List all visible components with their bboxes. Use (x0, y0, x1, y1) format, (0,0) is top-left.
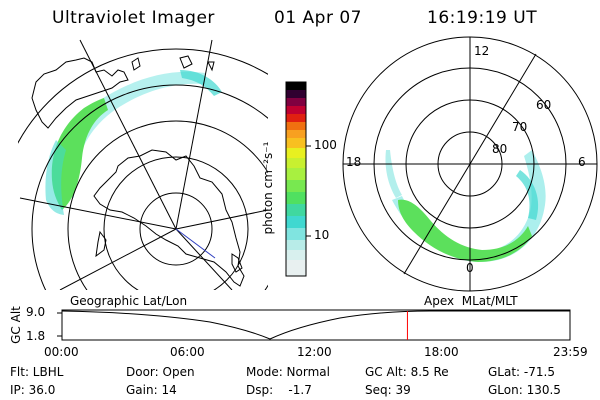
mlt-label-18: 18 (346, 155, 362, 169)
colorbar-tick-10: 10 (314, 228, 330, 242)
mlt-label-12: 12 (474, 44, 490, 58)
time-tick-1800: 18:00 (424, 345, 459, 359)
altitude-ytick-1-8: 1.8 (26, 329, 46, 343)
polar-auroral-oval (398, 199, 532, 262)
mlat-label-80: 80 (492, 142, 508, 156)
altitude-axis-title: GC Alt (9, 306, 23, 344)
geo-panel-label: Geographic Lat/Lon (70, 294, 188, 308)
geo-auroral-oval (51, 98, 108, 210)
geographic-map (18, 39, 268, 290)
mlt-label-6: 6 (578, 155, 586, 169)
info-mode: Mode: Normal (246, 365, 330, 379)
altitude-ytick-9: 9.0 (26, 305, 46, 319)
time-tick-0600: 06:00 (170, 345, 205, 359)
polar-map (342, 36, 598, 292)
mlt-label-0: 0 (466, 261, 474, 275)
polar-panel-label: Apex MLat/MLT (424, 294, 518, 308)
time-tick-1200: 12:00 (297, 345, 332, 359)
colorbar (285, 81, 311, 277)
time-tick-0000: 00:00 (44, 345, 79, 359)
info-flt: Flt: LBHL (10, 365, 64, 379)
colorbar-unit-label: photon cm⁻²s⁻¹ (261, 141, 275, 235)
info-gain: Gain: 14 (126, 383, 177, 397)
app-title: Ultraviolet Imager (52, 8, 215, 28)
coastline-australia (31, 57, 129, 129)
date-label: 01 Apr 07 (274, 8, 362, 28)
mlat-label-70: 70 (512, 120, 528, 134)
info-gc-alt: GC Alt: 8.5 Re (365, 365, 449, 379)
colorbar-tick-100: 100 (314, 138, 337, 152)
altitude-plot (57, 309, 571, 341)
altitude-curve (61, 310, 570, 340)
info-glat: GLat: -71.5 (488, 365, 555, 379)
mlat-label-60: 60 (536, 98, 552, 112)
time-tick-2359: 23:59 (553, 345, 588, 359)
info-dsp: Dsp: -1.7 (246, 383, 312, 397)
info-seq: Seq: 39 (365, 383, 411, 397)
info-door: Door: Open (126, 365, 195, 379)
coastline-antarctica (93, 149, 245, 287)
info-ip: IP: 36.0 (10, 383, 56, 397)
time-label: 16:19:19 UT (427, 8, 538, 28)
info-glon: GLon: 130.5 (488, 383, 561, 397)
